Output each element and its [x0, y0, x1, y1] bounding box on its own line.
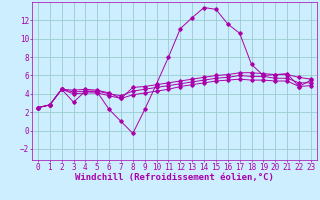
X-axis label: Windchill (Refroidissement éolien,°C): Windchill (Refroidissement éolien,°C): [75, 173, 274, 182]
